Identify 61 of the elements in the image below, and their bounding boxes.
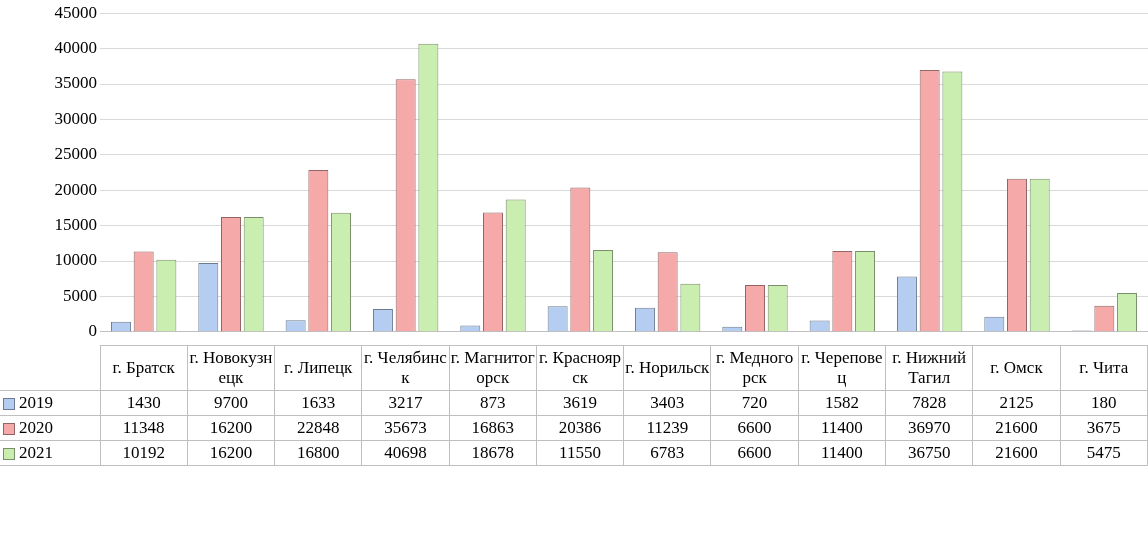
data-label: 18678 — [449, 440, 537, 466]
data-label: 1430 — [100, 390, 188, 416]
data-label: 21600 — [972, 415, 1061, 441]
data-label: 1633 — [274, 390, 362, 416]
y-tick-label: 25000 — [54, 144, 97, 164]
y-tick-label: 15000 — [54, 215, 97, 235]
x-tick-label: г. Челябинск — [361, 345, 450, 391]
data-label: 720 — [710, 390, 799, 416]
data-label: 180 — [1060, 390, 1148, 416]
data-label: 6783 — [623, 440, 711, 466]
data-label: 873 — [449, 390, 537, 416]
data-label: 11348 — [100, 415, 188, 441]
y-tick-label: 10000 — [54, 250, 97, 270]
x-tick-label: г. Омск — [972, 345, 1061, 391]
data-label: 40698 — [361, 440, 450, 466]
data-label: 5475 — [1060, 440, 1148, 466]
x-tick-label: г. Нижний Тагил — [885, 345, 973, 391]
x-tick-label: г. Медногорск — [710, 345, 799, 391]
y-tick-label: 5000 — [63, 285, 97, 305]
data-label: 1582 — [798, 390, 886, 416]
data-label: 7828 — [885, 390, 973, 416]
data-label: 21600 — [972, 440, 1061, 466]
x-tick-label: г. Магнитогорск — [449, 345, 537, 391]
legend-label: 2020 — [0, 415, 100, 441]
x-tick-label: г. Липецк — [274, 345, 362, 391]
x-tick-label: г. Чита — [1060, 345, 1148, 391]
x-tick-label: г. Норильск — [623, 345, 711, 391]
data-label: 11400 — [798, 440, 886, 466]
x-tick-label: г. Новокузнецк — [187, 345, 275, 391]
y-tick-label: 35000 — [54, 73, 97, 93]
data-label: 11400 — [798, 415, 886, 441]
data-label: 22848 — [274, 415, 362, 441]
y-tick-label: 0 — [88, 321, 97, 341]
data-label: 36970 — [885, 415, 973, 441]
data-label: 2125 — [972, 390, 1061, 416]
data-label: 35673 — [361, 415, 450, 441]
x-tick-label: г. Братск — [100, 345, 188, 391]
data-label: 3619 — [536, 390, 624, 416]
data-label: 20386 — [536, 415, 624, 441]
data-label: 16863 — [449, 415, 537, 441]
data-label: 10192 — [100, 440, 188, 466]
data-label: 6600 — [710, 415, 799, 441]
legend-label: 2021 — [0, 440, 100, 466]
data-label: 16200 — [187, 440, 275, 466]
y-tick-label: 45000 — [54, 2, 97, 22]
data-label: 9700 — [187, 390, 275, 416]
data-label: 16800 — [274, 440, 362, 466]
data-label: 6600 — [710, 440, 799, 466]
data-label: 11239 — [623, 415, 711, 441]
y-tick-label: 30000 — [54, 108, 97, 128]
y-tick-label: 40000 — [54, 38, 97, 58]
data-label: 3675 — [1060, 415, 1148, 441]
data-label: 16200 — [187, 415, 275, 441]
data-label: 3217 — [361, 390, 450, 416]
legend-label: 2019 — [0, 390, 100, 416]
y-tick-label: 20000 — [54, 179, 97, 199]
x-tick-label: г. Красноярск — [536, 345, 624, 391]
data-label: 3403 — [623, 390, 711, 416]
data-label: 11550 — [536, 440, 624, 466]
data-label: 36750 — [885, 440, 973, 466]
x-tick-label: г. Череповец — [798, 345, 886, 391]
